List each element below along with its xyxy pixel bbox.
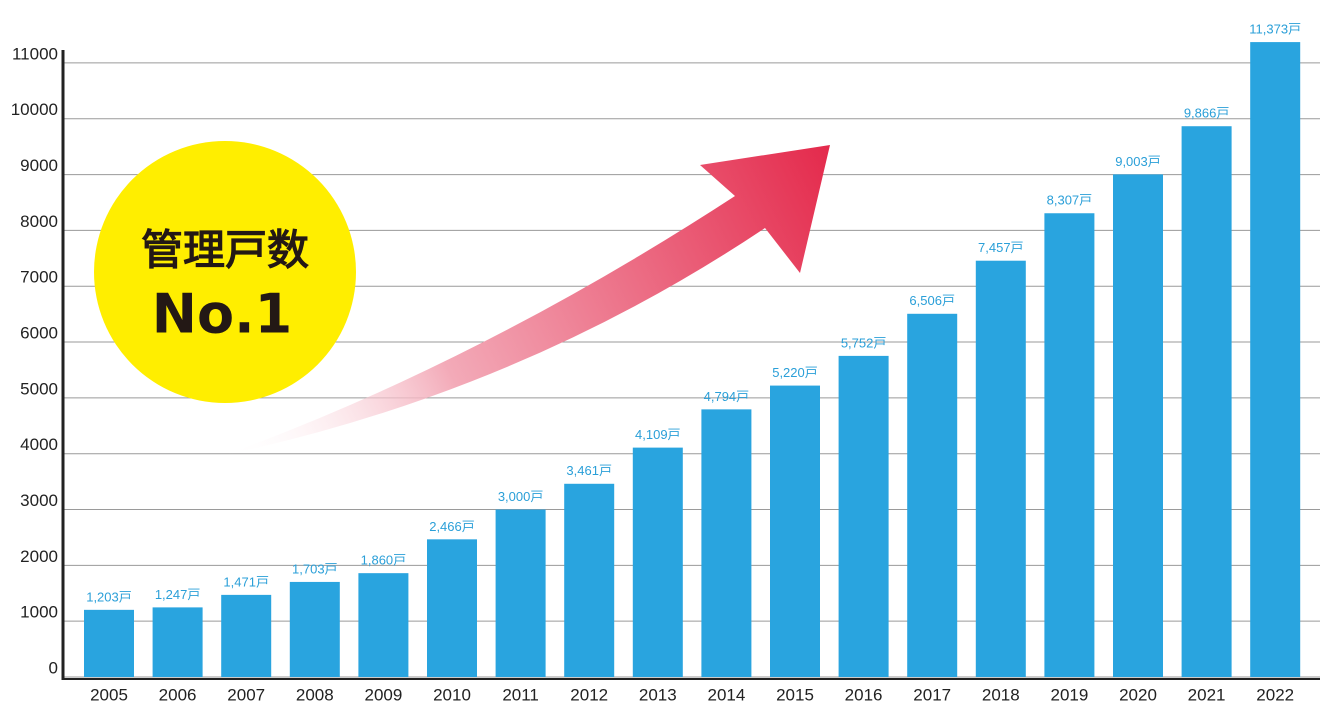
bar xyxy=(1044,213,1095,678)
bars xyxy=(84,42,1301,678)
y-tick-label: 1000 xyxy=(20,603,58,622)
bar xyxy=(701,409,752,677)
value-label: 1,860戸 xyxy=(361,553,407,568)
bar xyxy=(1181,126,1232,677)
x-tick-label: 2022 xyxy=(1256,685,1294,704)
y-tick-label: 2000 xyxy=(20,547,58,566)
value-label: 8,307戸 xyxy=(1047,193,1093,208)
bar xyxy=(84,609,134,677)
bar xyxy=(495,509,546,677)
bar xyxy=(427,539,477,677)
bar xyxy=(1250,42,1301,678)
badge-title: 管理戸数 xyxy=(141,226,309,275)
value-label: 5,752戸 xyxy=(841,335,887,350)
y-tick-label: 6000 xyxy=(20,324,58,343)
value-label: 4,109戸 xyxy=(635,427,681,442)
bar xyxy=(564,483,615,677)
value-label: 7,457戸 xyxy=(978,240,1024,255)
y-tick-label: 9000 xyxy=(20,156,58,175)
value-label: 6,506戸 xyxy=(909,293,955,308)
x-tick-label: 2018 xyxy=(982,685,1020,704)
bar xyxy=(289,581,340,677)
value-label: 11,373戸 xyxy=(1249,22,1301,37)
value-label: 3,461戸 xyxy=(566,463,612,478)
bar xyxy=(221,594,272,677)
x-tick-label: 2010 xyxy=(433,685,471,704)
x-tick-label: 2015 xyxy=(776,685,814,704)
bar xyxy=(1113,174,1163,677)
x-tick-label: 2012 xyxy=(570,685,608,704)
x-tick-label: 2014 xyxy=(707,685,745,704)
bar xyxy=(975,260,1026,677)
y-tick-label: 8000 xyxy=(20,212,58,231)
x-tick-label: 2007 xyxy=(227,685,265,704)
bar xyxy=(838,355,889,677)
value-label: 1,247戸 xyxy=(155,587,201,602)
value-label: 9,866戸 xyxy=(1184,106,1230,121)
x-tick-label: 2021 xyxy=(1188,685,1226,704)
value-label: 9,003戸 xyxy=(1115,154,1161,169)
x-tick-label: 2019 xyxy=(1050,685,1088,704)
x-tick-label: 2005 xyxy=(90,685,128,704)
value-label: 2,466戸 xyxy=(429,519,475,534)
bar xyxy=(770,385,820,677)
badge-circle xyxy=(94,141,356,403)
y-tick-label: 10000 xyxy=(11,100,58,119)
x-tick-label: 2013 xyxy=(639,685,677,704)
bar xyxy=(632,447,683,677)
x-tick-label: 2011 xyxy=(502,685,539,704)
y-tick-label: 5000 xyxy=(20,379,58,398)
badge-rank: No.1 xyxy=(152,283,292,346)
x-tick-label: 2009 xyxy=(364,685,402,704)
bar xyxy=(358,573,409,677)
y-tick-label: 4000 xyxy=(20,435,58,454)
x-tick-label: 2008 xyxy=(296,685,334,704)
value-label: 1,703戸 xyxy=(292,561,338,576)
x-tick-label: 2017 xyxy=(913,685,951,704)
value-label: 4,794戸 xyxy=(704,389,750,404)
x-tick-label: 2016 xyxy=(845,685,883,704)
y-tick-label: 0 xyxy=(49,658,58,677)
y-tick-label: 11000 xyxy=(12,44,58,63)
value-label: 5,220戸 xyxy=(772,365,818,380)
growth-arrow xyxy=(225,145,830,455)
x-tick-label: 2020 xyxy=(1119,685,1157,704)
value-label: 1,471戸 xyxy=(223,574,269,589)
value-label: 1,203戸 xyxy=(86,589,132,604)
y-tick-label: 7000 xyxy=(20,268,58,287)
value-label: 3,000戸 xyxy=(498,489,544,504)
bar xyxy=(152,607,203,677)
x-tick-label: 2006 xyxy=(159,685,197,704)
bar xyxy=(907,313,958,677)
y-tick-label: 3000 xyxy=(20,491,58,510)
